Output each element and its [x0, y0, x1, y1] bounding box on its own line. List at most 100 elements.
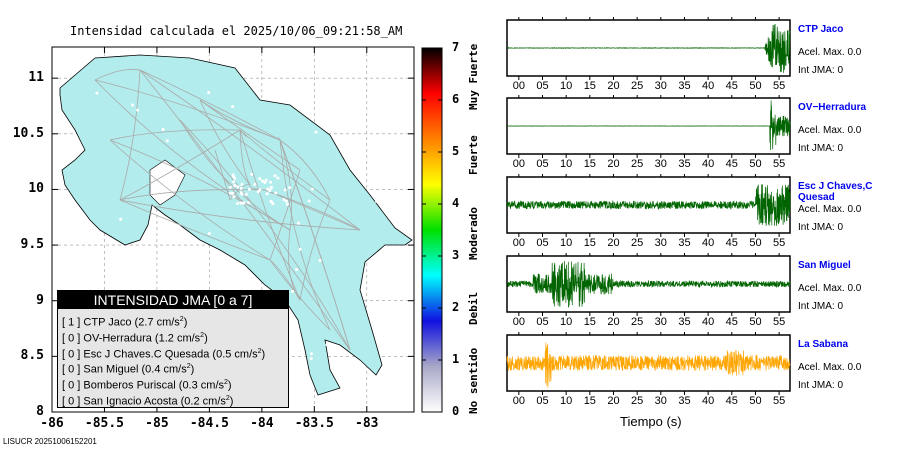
town-dot — [310, 187, 314, 191]
legend-intensity: [ 0 ] — [62, 395, 81, 408]
time-tick-label: 15 — [583, 158, 596, 170]
colorbar-tick-label: 1 — [452, 352, 460, 366]
map-title: Intensidad calculada el 2025/10/06_09:21… — [70, 24, 403, 38]
town-dot — [233, 184, 237, 188]
town-dot — [239, 186, 243, 190]
time-tick-label: 05 — [536, 158, 549, 170]
legend-station: San Miguel (0.4 cm/s — [83, 364, 187, 377]
colorbar-category-label: Fuerte — [467, 135, 480, 175]
town-dot — [374, 199, 378, 203]
legend-intensity: [ 0 ] — [62, 364, 81, 377]
colorbar-tick-label: 4 — [452, 196, 460, 210]
station-max-accel: Acel. Max. 0.0 — [798, 47, 862, 58]
town-dot — [240, 182, 244, 186]
town-dot — [95, 91, 99, 95]
lon-tick-label: -84.5 — [189, 416, 229, 431]
legend-sup: 2 — [200, 331, 205, 339]
time-tick-label: 25 — [631, 158, 644, 170]
town-dot — [284, 199, 288, 203]
x-axis-label: Tiempo (s) — [620, 414, 682, 429]
time-tick-label: 05 — [536, 316, 549, 328]
road — [119, 199, 361, 231]
time-tick-label: 15 — [583, 237, 596, 249]
town-dot — [309, 357, 313, 361]
town-dot — [370, 114, 374, 118]
town-dot — [268, 180, 272, 184]
town-dot — [241, 201, 245, 205]
town-dot — [347, 79, 351, 83]
lat-tick-label: 9 — [36, 292, 44, 308]
time-tick-label: 35 — [678, 158, 691, 170]
colorbar-ticks — [422, 47, 442, 413]
town-dot — [236, 185, 240, 189]
town-dot — [258, 177, 262, 181]
time-tick-label: 35 — [678, 80, 691, 92]
time-tick-label: 40 — [702, 80, 715, 92]
time-tick-label: 25 — [631, 395, 644, 407]
town-dot — [231, 105, 235, 109]
town-dot — [376, 258, 380, 262]
footer-id: LISUCR 20251006152201 — [3, 437, 97, 446]
road — [94, 79, 291, 231]
town-dot — [339, 81, 343, 85]
station-name: OV−Herradura — [798, 102, 867, 113]
town-dot — [261, 179, 265, 183]
station-intensity: Int JMA: 0 — [798, 380, 844, 391]
lat-tick-label: 8 — [36, 404, 44, 419]
colorbar-tick-label: 6 — [452, 92, 460, 106]
costa-rica-land — [59, 54, 413, 396]
time-tick-label: 30 — [654, 158, 667, 170]
time-tick-label: 30 — [654, 395, 667, 407]
legend-sup: 2 — [179, 316, 184, 323]
station-intensity: Int JMA: 0 — [798, 301, 844, 312]
colorbar-tick-label: 2 — [452, 300, 460, 314]
lon-tick-label: -86 — [40, 416, 64, 431]
time-tick-label: 25 — [631, 237, 644, 249]
road — [119, 69, 141, 201]
town-dot — [136, 108, 140, 112]
time-tick-label: 20 — [607, 80, 620, 92]
town-dot — [250, 172, 254, 176]
legend-station: Esc J Chaves.C Quesada (0.5 cm/s — [83, 348, 258, 361]
legend-end: ) — [227, 379, 232, 392]
town-dot — [256, 190, 260, 194]
lon-tick-label: -84 — [250, 416, 274, 431]
legend-sup: 2 — [225, 394, 230, 402]
time-tick-label: 45 — [725, 395, 738, 407]
road — [179, 119, 291, 231]
time-tick-label: 20 — [607, 316, 620, 328]
colorbar-tick-label: 3 — [452, 248, 460, 262]
station-name: CTP Jaco — [798, 24, 844, 35]
lon-tick-label: -83 — [355, 416, 379, 431]
town-dot — [296, 340, 300, 344]
town-dot — [131, 103, 135, 107]
road — [264, 189, 361, 231]
waveform-trace — [506, 23, 791, 73]
town-dot — [135, 284, 139, 288]
time-tick-label: 10 — [560, 158, 573, 170]
time-tick-label: 55 — [772, 80, 786, 92]
legend-sup: 2 — [224, 379, 228, 387]
road — [288, 229, 301, 301]
lat-tick-label: 8.5 — [20, 348, 44, 364]
road — [269, 169, 301, 261]
waveform-trace — [506, 184, 791, 226]
road — [249, 184, 266, 191]
town-dot — [232, 180, 236, 184]
time-tick-label: 20 — [607, 395, 620, 407]
time-tick-label: 10 — [560, 316, 573, 328]
lon-tick-label: -85 — [145, 416, 169, 431]
time-tick-label: 35 — [678, 237, 691, 249]
road — [239, 129, 251, 186]
legend-sup: 2 — [257, 347, 262, 355]
lat-tick-label: 9.5 — [20, 237, 44, 253]
colorbar-category-label: No sentido — [467, 347, 480, 414]
time-tick-label: 40 — [702, 395, 715, 407]
colorbar-category-label: Moderado — [467, 207, 480, 260]
station-intensity: Int JMA: 0 — [798, 143, 844, 154]
colorbar — [421, 47, 443, 413]
time-tick-label: 40 — [702, 158, 715, 170]
road — [109, 139, 271, 261]
station-max-accel: Acel. Max. 0.0 — [798, 362, 862, 373]
